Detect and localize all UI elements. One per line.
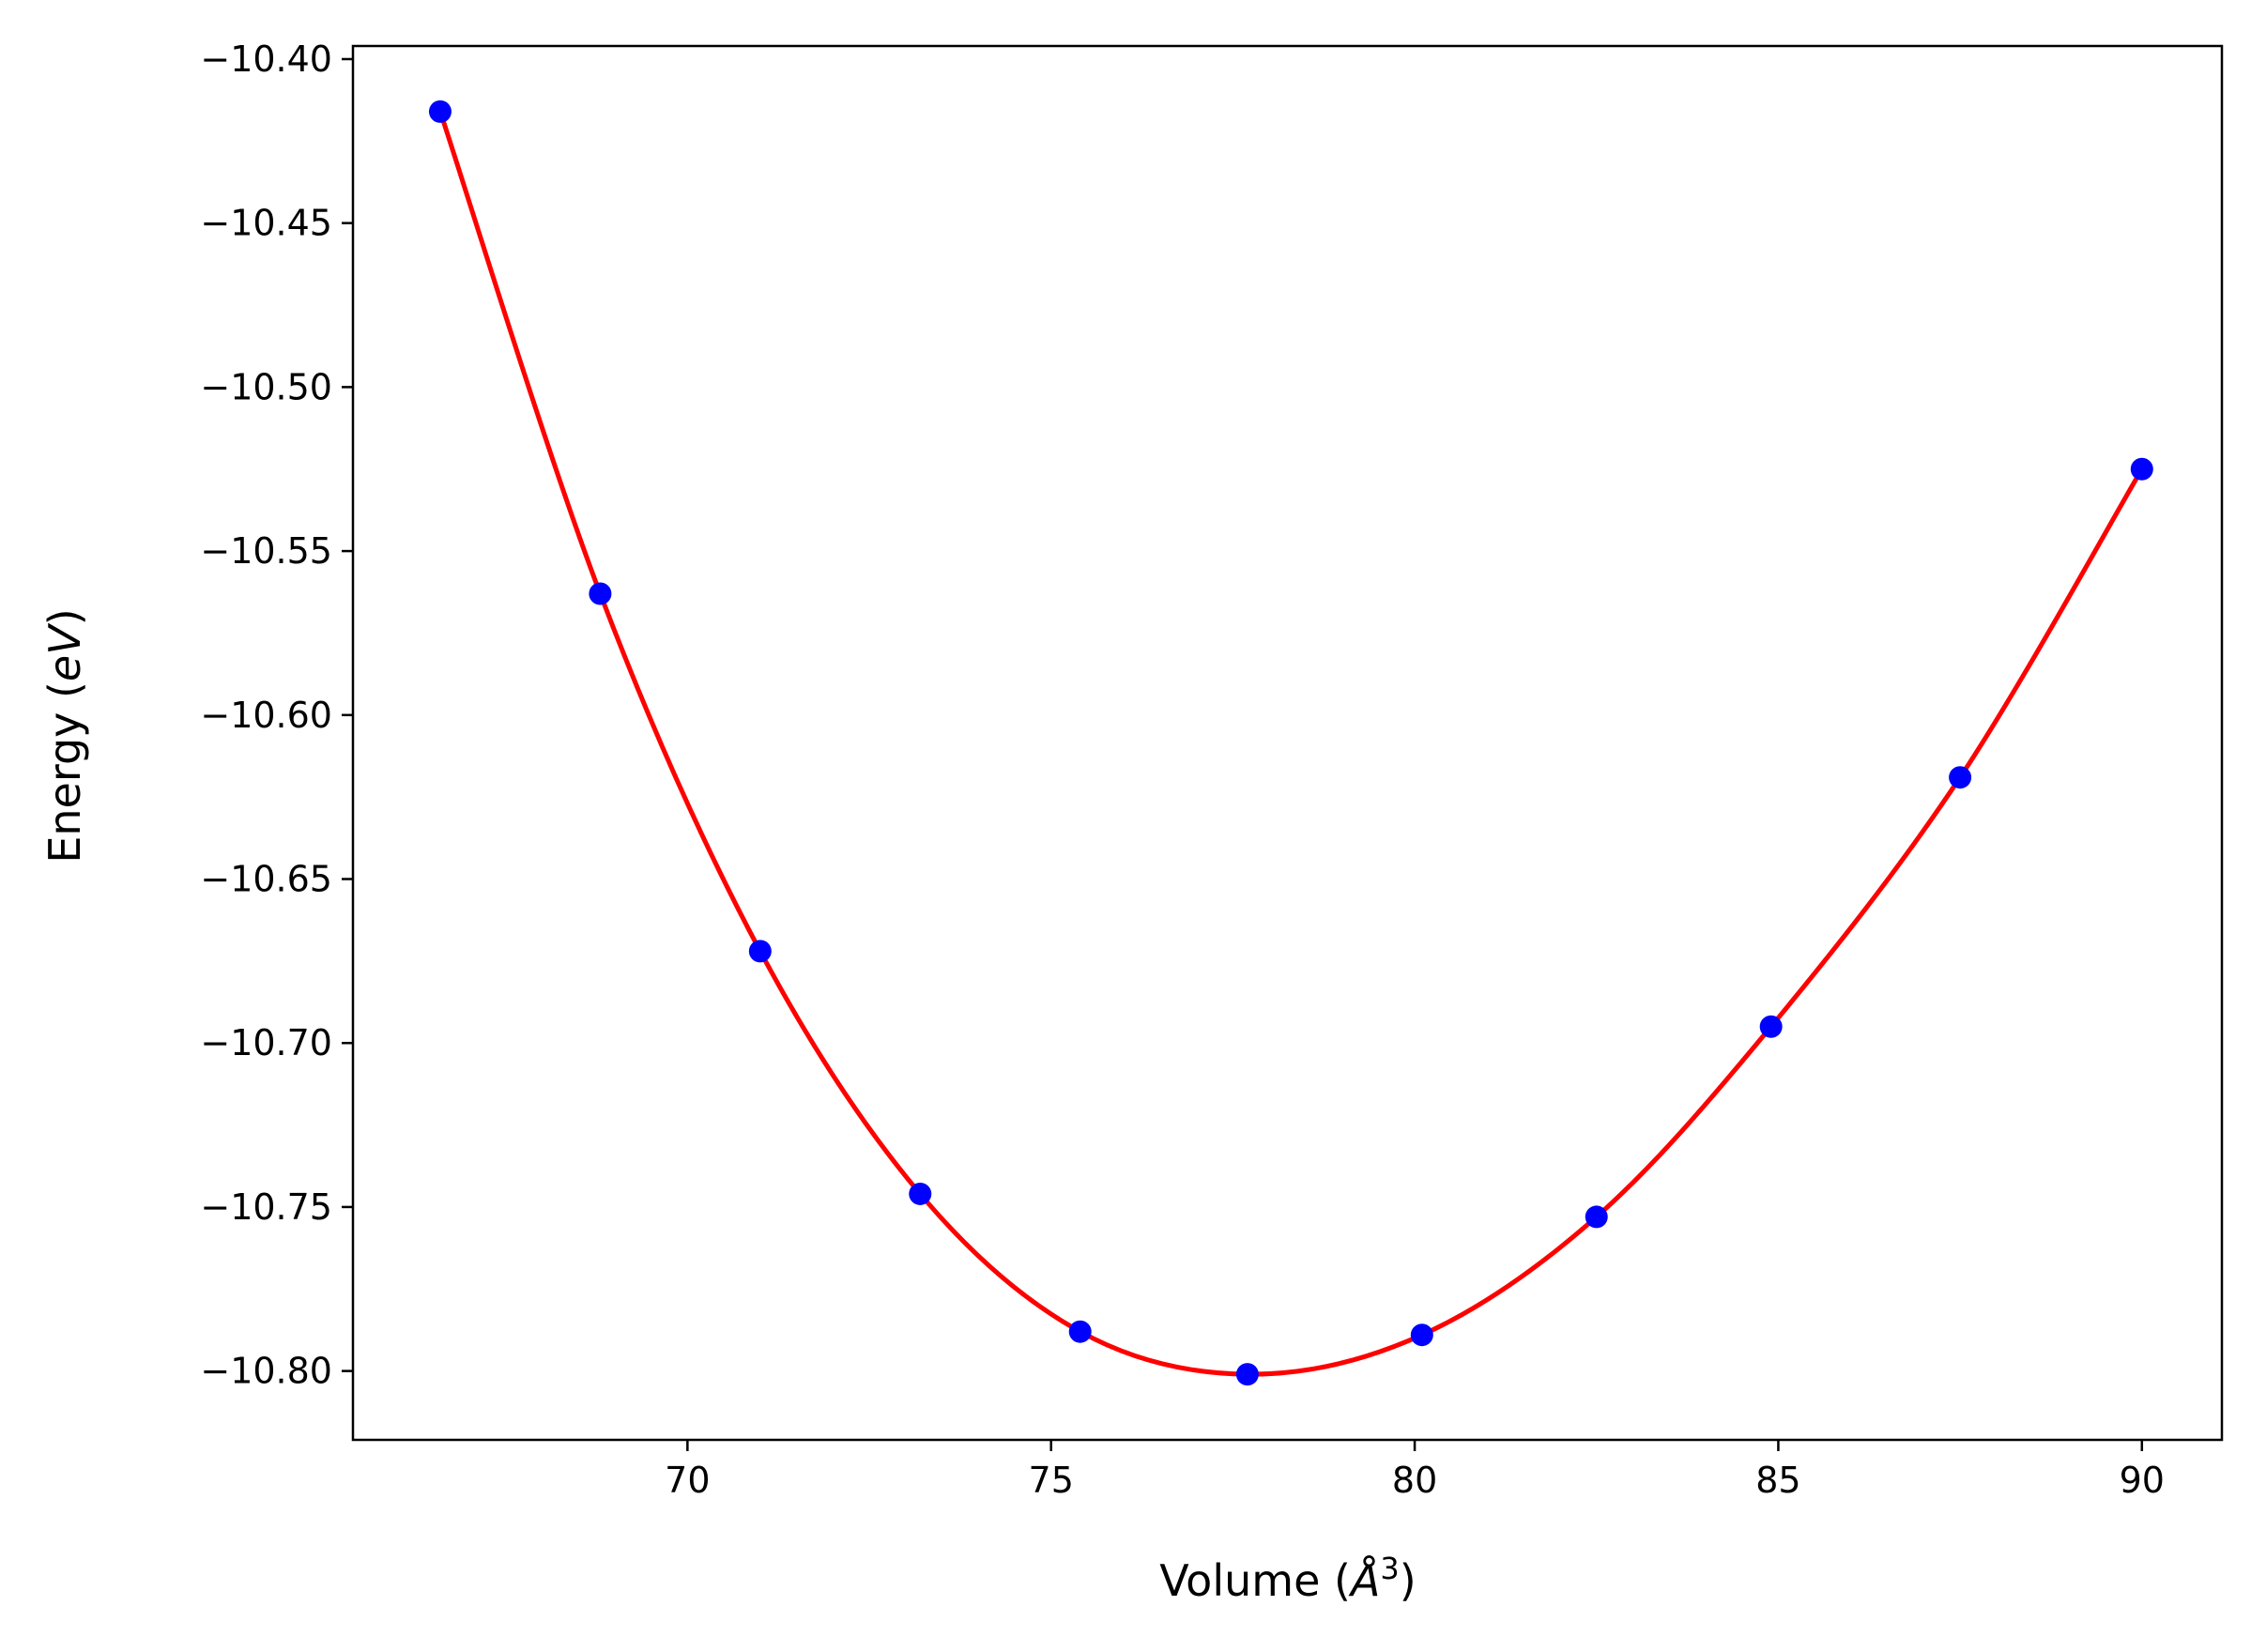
x-tick-label: 85 [1755, 1460, 1800, 1501]
x-axis-label: Volume (Å3) [1159, 1551, 1416, 1606]
data-point [1949, 766, 1972, 789]
plot-frame [351, 44, 2224, 1442]
plot-area [428, 99, 2153, 1386]
y-tick-label: −10.40 [200, 38, 332, 80]
x-tick-label: 70 [665, 1460, 710, 1501]
data-point [1068, 1320, 1092, 1343]
x-tick-label: 80 [1392, 1460, 1437, 1501]
x-tick-label: 75 [1029, 1460, 1074, 1501]
fit-curve-line [437, 111, 2144, 1377]
y-tick-label: −10.65 [200, 859, 332, 900]
data-point [1410, 1323, 1433, 1347]
y-tick-label: −10.75 [200, 1186, 332, 1228]
data-point [1235, 1363, 1259, 1386]
y-tick-label: −10.70 [200, 1022, 332, 1063]
data-point [909, 1182, 932, 1205]
y-axis-ticks: −10.40 −10.45 −10.50 −10.55 −10.60 −10.65 −10.… [200, 38, 353, 1392]
data-point [1759, 1015, 1783, 1038]
data-point [2130, 457, 2153, 481]
y-tick-label: −10.45 [200, 203, 332, 244]
y-axis-label: Energy (eV) [39, 608, 90, 863]
data-point [1585, 1205, 1608, 1229]
y-tick-label: −10.80 [200, 1351, 332, 1392]
x-axis-ticks: 70 75 80 85 90 [665, 1440, 2165, 1501]
data-point [428, 99, 452, 123]
x-tick-label: 90 [2120, 1460, 2165, 1501]
y-tick-label: −10.50 [200, 366, 332, 407]
data-point [748, 940, 772, 963]
y-tick-label: −10.60 [200, 695, 332, 736]
data-point [589, 582, 612, 605]
y-tick-label: −10.55 [200, 530, 332, 572]
